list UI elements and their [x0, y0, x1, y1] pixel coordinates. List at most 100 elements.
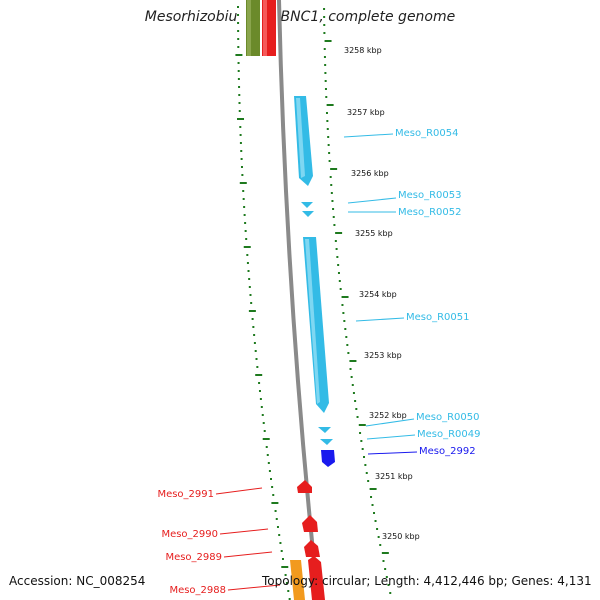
outer-minor-tick — [387, 584, 390, 586]
outer-minor-tick — [373, 512, 376, 514]
outer-minor-tick — [389, 592, 392, 594]
inner-minor-tick — [246, 254, 249, 256]
leader-line — [365, 418, 415, 427]
feature-label: Meso_R0053 — [398, 190, 462, 201]
inner-major-tick — [262, 438, 270, 440]
top-features — [246, 0, 276, 56]
outer-minor-tick — [354, 400, 357, 402]
outer-minor-tick — [339, 288, 342, 290]
outer-minor-tick — [374, 520, 377, 522]
feature-labels: Meso_R0054 Meso_R0053 Meso_R0052 Meso_R0051… — [157, 128, 480, 596]
outer-minor-tick — [334, 240, 337, 242]
outer-minor-tick — [327, 144, 330, 146]
inner-minor-tick — [285, 582, 288, 584]
inner-minor-tick — [239, 126, 242, 128]
outer-minor-tick — [355, 408, 358, 410]
feature-label: Meso_R0052 — [398, 207, 462, 218]
feature-label: Meso_R0050 — [416, 412, 480, 423]
feature-label: Meso_2988 — [169, 585, 226, 596]
leader-line — [215, 487, 263, 495]
outer-minor-tick — [351, 384, 354, 386]
inner-minor-tick — [252, 326, 255, 328]
inner-minor-tick — [237, 38, 240, 40]
scale-label: 3254 kbp — [359, 290, 397, 299]
inner-minor-tick — [239, 142, 242, 144]
inner-major-tick — [271, 502, 279, 504]
scale-label: 3250 kbp — [382, 532, 420, 541]
scale-label: 3251 kbp — [375, 472, 413, 481]
outer-major-tick — [369, 488, 377, 490]
red-feature-highlight — [263, 0, 267, 56]
outer-minor-tick — [337, 272, 340, 274]
outer-minor-tick — [338, 280, 341, 282]
outer-minor-tick — [352, 392, 355, 394]
outer-major-tick — [335, 232, 343, 234]
inner-minor-tick — [237, 22, 240, 24]
accession-text: Accession: NC_008254 — [9, 574, 146, 588]
feature-glyphs — [290, 96, 335, 600]
inner-major-tick — [281, 566, 289, 568]
outer-major-tick — [324, 40, 332, 42]
leader-line — [227, 584, 281, 591]
feature-meso-r0052 — [302, 211, 314, 217]
outer-major-tick — [349, 360, 357, 362]
inner-minor-tick — [258, 382, 261, 384]
inner-minor-tick — [266, 454, 269, 456]
inner-minor-tick — [245, 238, 248, 240]
outer-minor-tick — [382, 560, 385, 562]
feature-meso-r0054-highlight — [296, 98, 305, 178]
outer-minor-tick — [325, 96, 328, 98]
outer-minor-tick — [323, 24, 326, 26]
outer-minor-tick — [337, 264, 340, 266]
inner-minor-tick — [265, 446, 268, 448]
scale-label: 3253 kbp — [364, 351, 402, 360]
outer-minor-tick — [365, 472, 368, 474]
outer-minor-tick — [343, 320, 346, 322]
outer-minor-tick — [323, 8, 326, 10]
feature-label: Meso_R0049 — [417, 429, 481, 440]
inner-minor-tick — [280, 550, 283, 552]
inner-minor-tick — [242, 198, 245, 200]
outer-minor-tick — [350, 376, 353, 378]
leader-line — [223, 551, 273, 558]
inner-minor-tick — [272, 494, 275, 496]
outer-minor-tick — [364, 464, 367, 466]
inner-minor-tick — [248, 278, 251, 280]
outer-minor-tick — [344, 328, 347, 330]
outer-minor-tick — [333, 224, 336, 226]
inner-minor-tick — [237, 78, 240, 80]
outer-minor-tick — [345, 336, 348, 338]
inner-minor-tick — [247, 270, 250, 272]
inner-minor-tick — [243, 214, 246, 216]
leader-line — [343, 133, 394, 138]
outer-minor-tick — [326, 128, 329, 130]
inner-minor-tick — [278, 534, 281, 536]
outer-minor-tick — [370, 496, 373, 498]
inner-minor-tick — [249, 294, 252, 296]
feature-meso-r0049 — [320, 439, 333, 445]
inner-major-tick — [239, 182, 247, 184]
outer-minor-tick — [324, 72, 327, 74]
inner-minor-tick — [238, 94, 241, 96]
inner-minor-tick — [287, 590, 290, 592]
outer-minor-tick — [385, 576, 388, 578]
inner-minor-tick — [242, 190, 245, 192]
scale-label: 3252 kbp — [369, 411, 407, 420]
inner-minor-tick — [238, 102, 241, 104]
inner-major-tick — [235, 54, 243, 56]
inner-minor-tick — [250, 302, 253, 304]
inner-minor-tick — [279, 542, 282, 544]
inner-minor-tick — [246, 262, 249, 264]
inner-minor-tick — [271, 486, 274, 488]
outer-minor-tick — [360, 440, 363, 442]
inner-major-tick — [243, 246, 251, 248]
inner-ring-band — [236, 0, 306, 600]
inner-minor-tick — [238, 110, 241, 112]
inner-minor-tick — [237, 46, 240, 48]
leader-line — [219, 528, 269, 535]
inner-minor-tick — [240, 166, 243, 168]
outer-minor-tick — [359, 432, 362, 434]
inner-minor-tick — [237, 30, 240, 32]
